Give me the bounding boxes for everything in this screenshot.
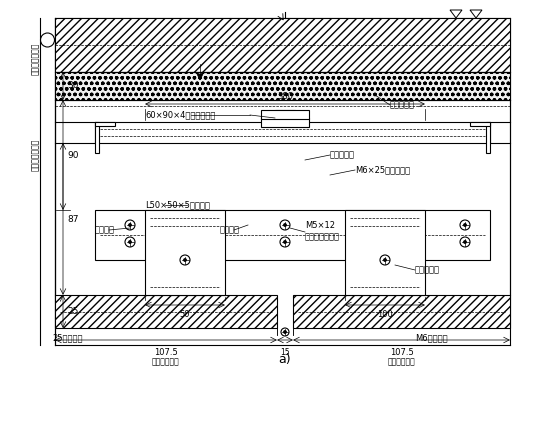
Text: 防腐垫片: 防腐垫片	[220, 225, 240, 234]
Text: 不锈钢微调螺钉: 不锈钢微调螺钉	[305, 233, 340, 242]
Text: 90: 90	[67, 150, 78, 160]
Text: 60×90×4镀锌钢通主梁: 60×90×4镀锌钢通主梁	[145, 111, 216, 120]
Bar	[345, 210, 425, 295]
Text: a): a)	[279, 353, 291, 366]
Circle shape	[284, 331, 286, 333]
Text: 铝合金挂件: 铝合金挂件	[415, 265, 440, 274]
Bar	[276, 117, 294, 119]
Text: M6后切螺栓: M6后切螺栓	[415, 334, 447, 343]
Bar	[261, 118, 309, 127]
Circle shape	[284, 241, 286, 243]
Text: 保温防火层: 保温防火层	[390, 101, 415, 110]
Bar	[55, 72, 510, 100]
Bar	[95, 210, 490, 260]
Text: 107.5: 107.5	[390, 348, 413, 357]
Text: 30: 30	[67, 82, 78, 90]
Text: 380: 380	[277, 92, 293, 101]
Text: 25厚花岗石: 25厚花岗石	[52, 334, 82, 343]
Circle shape	[464, 224, 466, 226]
Bar	[145, 210, 225, 295]
Bar	[95, 122, 490, 143]
Text: 锁紧螺钉: 锁紧螺钉	[95, 225, 115, 234]
Circle shape	[384, 259, 386, 261]
Bar	[55, 295, 277, 328]
Circle shape	[129, 224, 131, 226]
Bar	[95, 122, 115, 126]
Circle shape	[184, 259, 186, 261]
Text: 按实际工程采用: 按实际工程采用	[30, 139, 40, 171]
Text: 幕墙分格尺寸: 幕墙分格尺寸	[152, 357, 180, 366]
Circle shape	[284, 224, 286, 226]
Bar	[275, 110, 295, 118]
Bar	[55, 18, 510, 72]
Text: 25: 25	[67, 307, 78, 316]
Text: L50×50×5镀锌角钢: L50×50×5镀锌角钢	[145, 200, 210, 209]
Bar	[261, 110, 309, 119]
Bar	[486, 122, 490, 153]
Text: 107.5: 107.5	[154, 348, 178, 357]
Text: M5×12: M5×12	[305, 221, 335, 230]
Text: 15: 15	[280, 348, 290, 357]
Text: 50: 50	[180, 310, 190, 319]
Text: 幕墙分格尺寸: 幕墙分格尺寸	[388, 357, 416, 366]
Circle shape	[464, 241, 466, 243]
Text: 100: 100	[377, 310, 393, 319]
Bar	[95, 122, 99, 153]
Bar	[293, 295, 510, 328]
Text: 87: 87	[67, 215, 78, 224]
Bar	[470, 122, 490, 126]
Polygon shape	[197, 74, 203, 80]
Text: 不锈钢螺杆: 不锈钢螺杆	[330, 150, 355, 160]
Text: 按实际工程采用: 按实际工程采用	[30, 43, 40, 75]
Text: M6×25不锈钢螺杆: M6×25不锈钢螺杆	[355, 166, 410, 175]
Circle shape	[129, 241, 131, 243]
